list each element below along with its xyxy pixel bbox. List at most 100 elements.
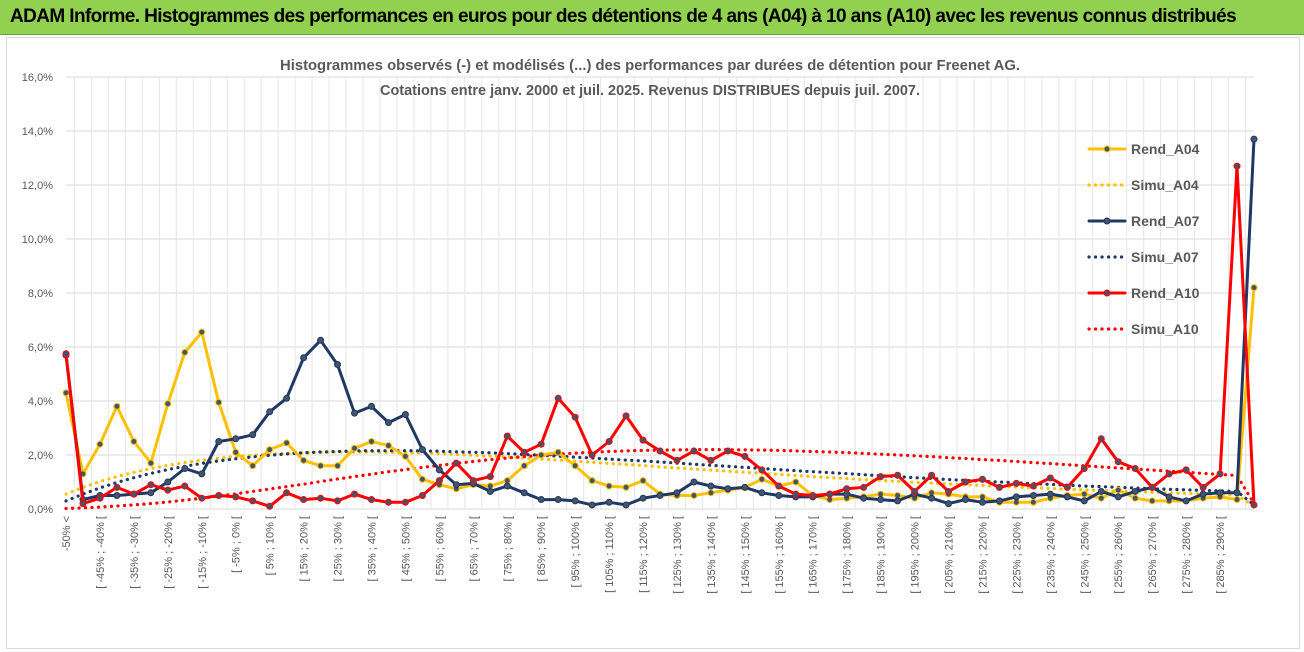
data-point <box>283 489 291 497</box>
x-tick-label: [ -45% ; -40% [ <box>95 516 107 589</box>
data-point <box>1216 489 1224 497</box>
data-point <box>995 483 1003 491</box>
data-point <box>367 438 375 445</box>
x-tick-label: [ 45% ; 50% [ <box>400 516 412 581</box>
data-point <box>1250 135 1258 143</box>
data-point <box>384 419 392 427</box>
data-point <box>571 413 579 421</box>
data-point <box>656 447 664 455</box>
data-point <box>452 481 460 489</box>
data-point <box>945 500 953 508</box>
data-point <box>605 438 613 445</box>
data-point <box>249 431 257 439</box>
data-point <box>232 493 240 501</box>
data-point <box>690 478 698 486</box>
x-tick-label: [ 255% ; 260% [ <box>1113 516 1125 594</box>
data-point <box>96 440 104 448</box>
data-point <box>1029 482 1037 490</box>
data-point <box>690 492 698 499</box>
x-tick-label: -50% < <box>61 516 73 551</box>
data-point <box>113 492 121 499</box>
x-tick-label: [ 95% ; 100% [ <box>570 516 582 588</box>
data-point <box>469 477 477 485</box>
data-point <box>690 447 698 455</box>
data-point <box>520 489 528 497</box>
data-point <box>1097 487 1105 495</box>
data-point <box>673 456 681 464</box>
data-point <box>1165 470 1173 478</box>
data-point <box>877 496 885 504</box>
data-point <box>860 494 868 502</box>
data-point <box>639 436 647 444</box>
data-point <box>1233 489 1241 497</box>
data-point <box>1182 466 1190 474</box>
series-rend-a10 <box>62 162 1258 510</box>
x-tick-label: [ 175% ; 180% [ <box>842 516 854 594</box>
data-point <box>945 487 953 495</box>
data-point <box>418 446 426 454</box>
data-point <box>1080 465 1088 472</box>
data-point <box>1012 493 1020 501</box>
data-point <box>232 435 240 443</box>
data-point <box>435 477 443 485</box>
data-point <box>571 462 579 470</box>
data-point <box>928 471 936 479</box>
data-point <box>1250 284 1258 292</box>
y-tick-label: 4,0% <box>28 396 53 408</box>
data-point <box>435 466 443 474</box>
data-point <box>639 494 647 502</box>
x-tick-label: [ 35% ; 40% [ <box>366 516 378 581</box>
data-point <box>181 348 189 356</box>
x-tick-label: [ 275% ; 280% [ <box>1181 516 1193 594</box>
data-point <box>1233 162 1241 170</box>
data-point <box>724 485 732 493</box>
data-point <box>215 438 223 445</box>
x-tick-label: [ 155% ; 160% [ <box>774 516 786 594</box>
data-point <box>334 497 342 505</box>
data-point <box>1097 435 1105 443</box>
data-point <box>1199 490 1207 498</box>
data-point <box>300 496 308 504</box>
data-point <box>486 473 494 481</box>
chart-frame: 0,0% 2,0% 4,0% 6,0% 8,0% 10,0% 12,0% 14,0% 16,0%… <box>6 37 1300 649</box>
data-point <box>622 483 630 491</box>
data-point <box>741 452 749 460</box>
data-point <box>554 394 562 402</box>
header-banner: ADAM Informe. Histogrammes des performan… <box>0 0 1304 35</box>
data-point <box>367 496 375 504</box>
data-point <box>96 494 104 502</box>
data-point <box>283 394 291 402</box>
data-point <box>1114 458 1122 466</box>
x-tick-label: [ 225% ; 230% [ <box>1011 516 1023 594</box>
grid-lines <box>66 76 1254 510</box>
x-tick-label: [ 235% ; 240% [ <box>1045 516 1057 594</box>
data-point <box>384 442 392 450</box>
data-point <box>894 471 902 479</box>
data-point <box>1046 474 1054 482</box>
legend-label: Rend_A10 <box>1131 285 1200 301</box>
data-point <box>520 448 528 456</box>
data-point <box>877 473 885 481</box>
data-point <box>758 489 766 497</box>
data-point <box>520 462 528 470</box>
data-point <box>351 409 359 417</box>
chart-title-line-1: Histogrammes observés (-) et modélisés (… <box>280 58 1020 74</box>
data-point <box>1063 483 1071 491</box>
data-point <box>62 350 70 358</box>
data-point <box>571 497 579 505</box>
legend-item-simu-a10: Simu_A10 <box>1087 321 1199 337</box>
data-point <box>266 502 274 510</box>
data-point <box>164 478 172 486</box>
data-point <box>317 336 325 344</box>
data-point <box>198 494 206 502</box>
legend-label: Rend_A04 <box>1131 141 1200 157</box>
x-tick-label: [ 185% ; 190% [ <box>876 516 888 594</box>
data-point <box>1114 486 1122 494</box>
legend-label: Simu_A10 <box>1131 321 1199 337</box>
legend-marker <box>1103 289 1111 297</box>
data-point <box>1148 483 1156 491</box>
data-point <box>894 497 902 505</box>
data-point <box>130 490 138 498</box>
data-point <box>1046 490 1054 498</box>
legend-marker <box>1103 145 1111 153</box>
